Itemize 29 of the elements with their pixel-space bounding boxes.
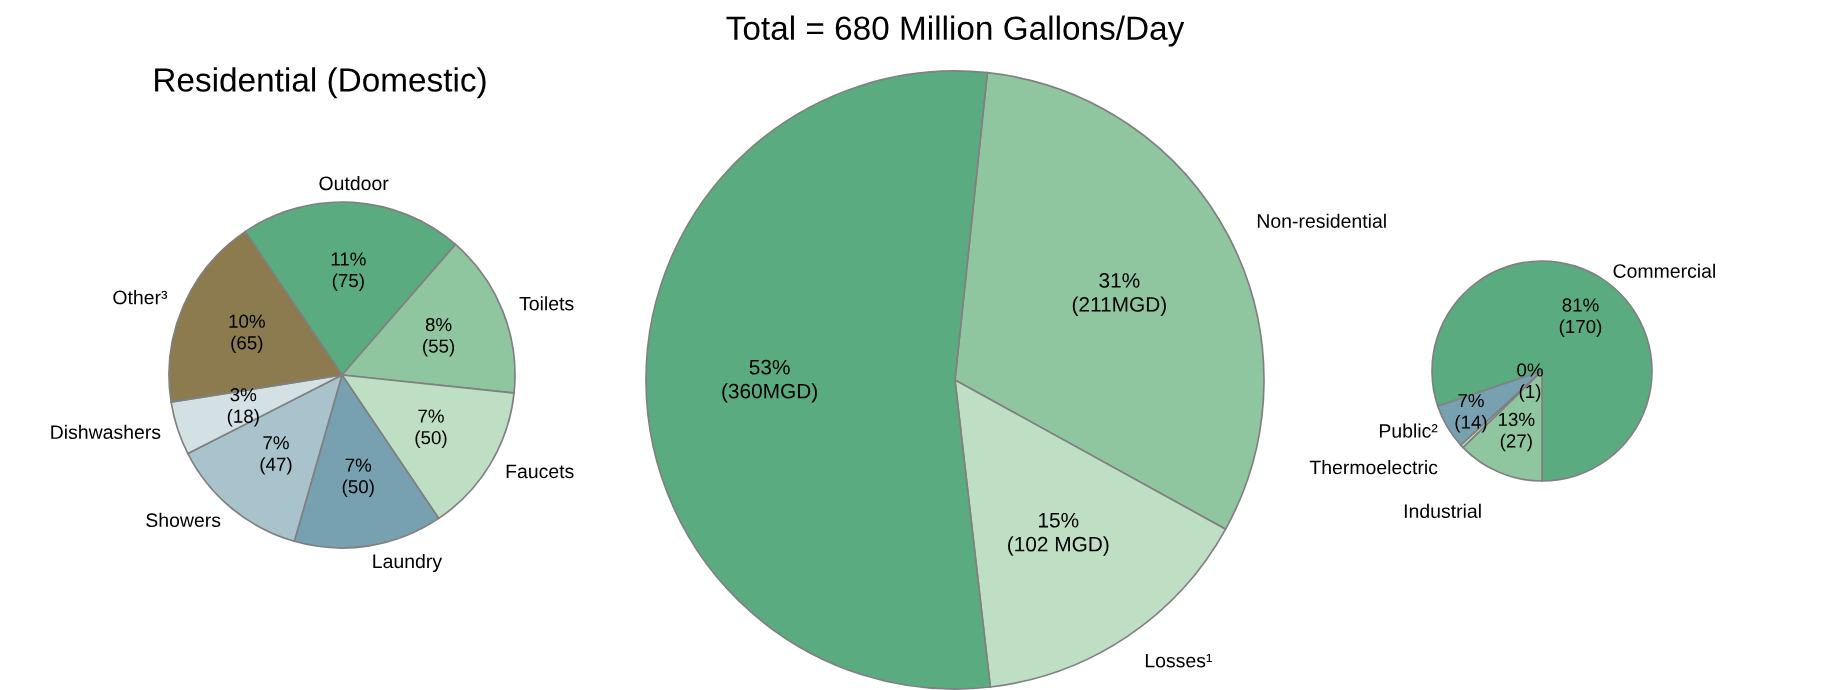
data-label: 10% (65) xyxy=(229,314,265,354)
slice-label: Showers xyxy=(146,512,221,528)
data-label: 7% (14) xyxy=(1455,394,1487,433)
data-label: 31% (211MGD) xyxy=(1072,273,1166,316)
slice-label: Faucets xyxy=(506,464,574,479)
slice-label: Dishwashers xyxy=(51,424,161,440)
slice-label: Losses¹ xyxy=(1145,653,1212,668)
slice-label: Other³ xyxy=(113,290,168,305)
slice-label: Non-residential xyxy=(1257,213,1386,228)
chart-title: Residential (Domestic) xyxy=(155,67,486,99)
slice-label: Thermoelectric xyxy=(1309,460,1438,475)
data-label: 3% (18) xyxy=(227,388,259,427)
data-label: 8% (55) xyxy=(423,317,455,357)
slice-label: Toilets xyxy=(519,296,574,311)
data-label: 81% (170) xyxy=(1559,298,1602,337)
data-label: 0% (1) xyxy=(1517,363,1543,402)
data-label: 7% (50) xyxy=(415,409,447,448)
slice-label: Public² xyxy=(1379,423,1438,438)
data-label: 15% (102 MGD) xyxy=(1008,512,1109,556)
data-label: 7% (47) xyxy=(260,436,292,475)
data-label: 13% (27) xyxy=(1498,412,1535,452)
chart-title: Total = 680 Million Gallons/Day xyxy=(726,15,1185,47)
slice-label: Laundry xyxy=(373,553,442,573)
slice-label: Industrial xyxy=(1404,503,1481,519)
slice-label: Outdoor xyxy=(319,175,389,191)
data-label: 7% (50) xyxy=(342,458,374,498)
slice-label: Commercial xyxy=(1613,263,1715,278)
data-label: 11% (75) xyxy=(331,252,366,291)
data-label: 53% (360MGD) xyxy=(722,359,817,403)
